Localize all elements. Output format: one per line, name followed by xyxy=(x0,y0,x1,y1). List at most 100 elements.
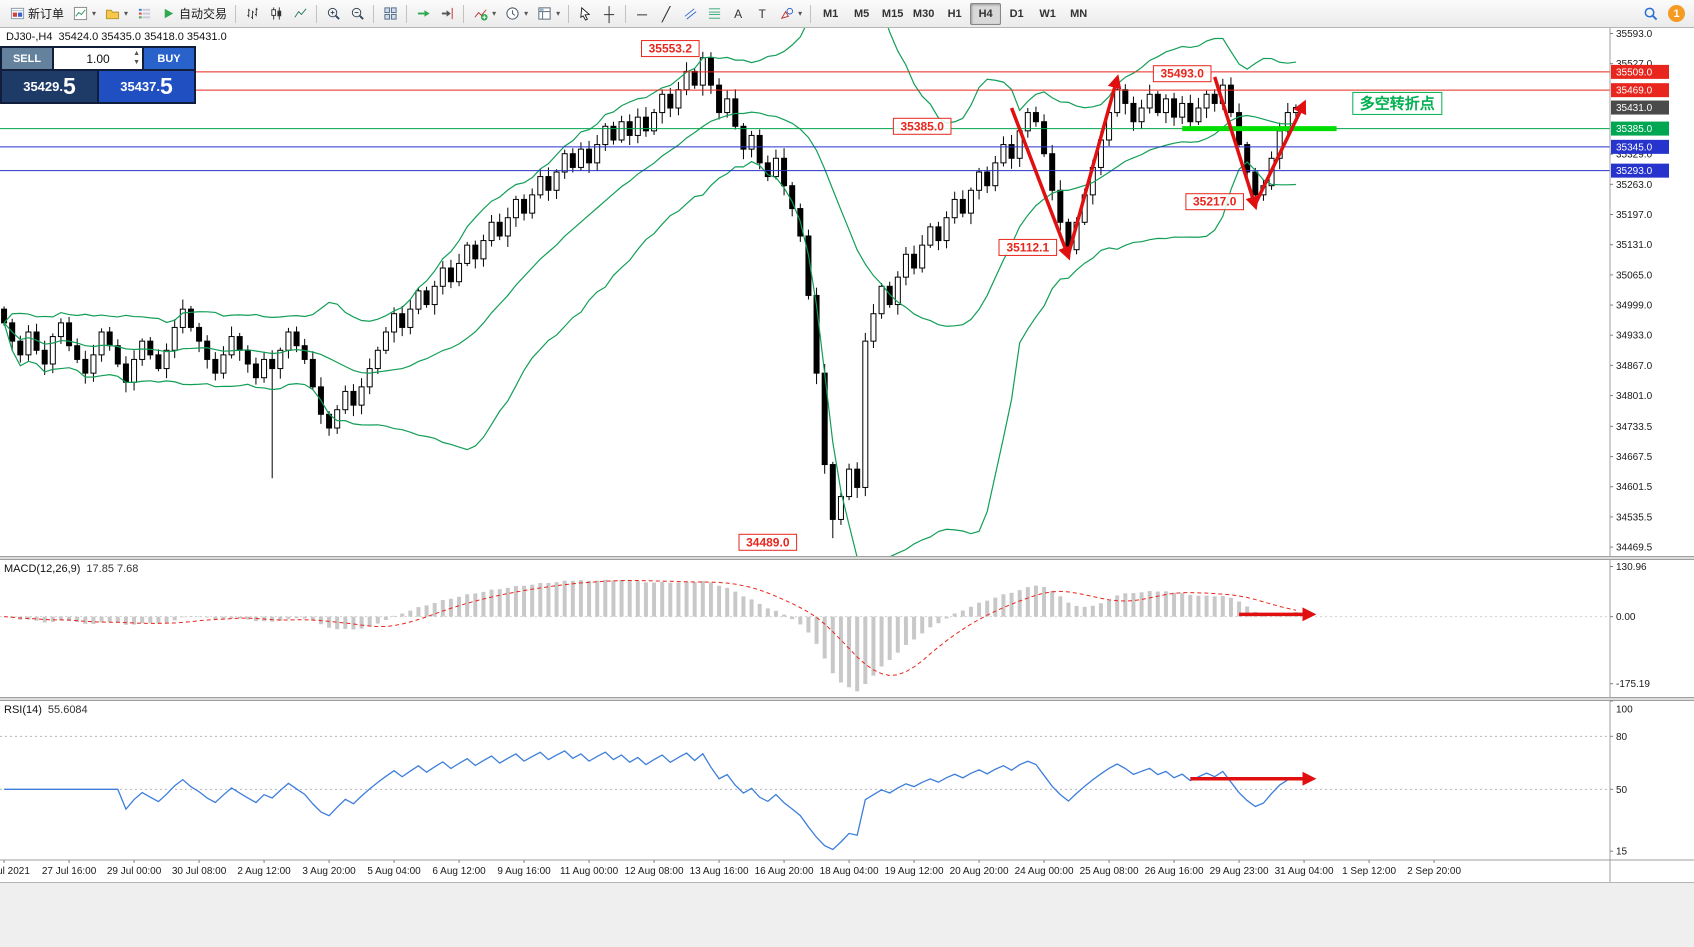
price-tag-red xyxy=(1611,83,1669,98)
price-callouts[interactable]: 35553.2 35493.0 35385.0 35217.0 35112.1 34489… xyxy=(641,40,1244,551)
macd-signal-line xyxy=(4,579,1297,676)
tile-windows-button[interactable] xyxy=(378,2,402,26)
bar-chart-button[interactable] xyxy=(240,2,264,26)
sell-price-main: 35429. xyxy=(23,79,63,94)
zoom-in-button[interactable] xyxy=(321,2,345,26)
periods-button[interactable]: ▾ xyxy=(500,2,532,26)
trend-arrow[interactable] xyxy=(1066,74,1122,255)
zoom-out-button[interactable] xyxy=(345,2,369,26)
price-callout-box[interactable] xyxy=(892,117,952,135)
sell-button[interactable]: SELL xyxy=(2,48,52,69)
price-callout-box[interactable] xyxy=(1152,65,1212,83)
price-callout-text: 35493.0 xyxy=(1160,67,1204,81)
note-box[interactable] xyxy=(1352,91,1443,115)
price-callout-text: 35217.0 xyxy=(1193,195,1237,209)
templates-button[interactable]: ▾ xyxy=(532,2,564,26)
time-label: 24 Aug 00:00 xyxy=(1015,866,1074,877)
macd-histogram xyxy=(10,579,1298,692)
shapes-icon xyxy=(778,6,794,22)
trend-arrow[interactable] xyxy=(1009,107,1072,261)
price-tag-text: 35431.0 xyxy=(1616,103,1653,114)
toolbar-separator xyxy=(463,4,465,23)
rsi-label: RSI(14) 55.6084 xyxy=(4,704,88,716)
autotrading-button-label: 自动交易 xyxy=(179,7,228,21)
indicators-button[interactable]: ▾ xyxy=(468,2,500,26)
price-tick: 35329.0 xyxy=(1616,150,1653,161)
text-label-button[interactable]: T xyxy=(750,2,774,26)
price-callout-box[interactable] xyxy=(998,238,1058,256)
trend-arrows[interactable] xyxy=(1009,74,1307,261)
time-axis[interactable]: 26 Jul 2021 27 Jul 16:00 29 Jul 00:00 30 Ju… xyxy=(0,859,1694,877)
profiles-button[interactable]: ▾ xyxy=(100,2,132,26)
text-button[interactable]: A xyxy=(726,2,750,26)
trend-arrow[interactable] xyxy=(1253,99,1307,205)
volume-down-button[interactable]: ▼ xyxy=(133,59,140,66)
price-tag-text: 35469.0 xyxy=(1616,86,1653,97)
buy-price-main: 35437. xyxy=(120,79,160,94)
price-tag-text: 35509.0 xyxy=(1616,67,1653,78)
buy-button[interactable]: BUY xyxy=(144,48,194,69)
tile-windows-icon xyxy=(382,6,398,22)
new-order-button[interactable]: 新订单 xyxy=(5,2,68,26)
shapes-button[interactable]: ▾ xyxy=(774,2,806,26)
candlestick-button[interactable] xyxy=(264,2,288,26)
line-chart-icon xyxy=(292,6,308,22)
timeframe-m5[interactable]: M5 xyxy=(853,7,870,20)
crosshair-button[interactable]: ┼ xyxy=(597,2,621,26)
macd-scale-label: 0.00 xyxy=(1616,612,1636,623)
price-callout-text: 35112.1 xyxy=(1006,240,1049,254)
price-tick: 35593.0 xyxy=(1616,29,1653,40)
toolbar-separator xyxy=(625,4,627,23)
price-callout-box[interactable] xyxy=(641,40,700,58)
timeframe-m1[interactable]: M1 xyxy=(822,7,839,20)
price-tag-red xyxy=(1611,64,1669,79)
volume-input[interactable]: 1.00 ▲ ▼ xyxy=(54,48,142,69)
timeframe-d1[interactable]: D1 xyxy=(1009,7,1024,20)
periods-icon xyxy=(504,6,520,22)
toolbar-separator xyxy=(568,4,570,23)
market-watch-button[interactable] xyxy=(132,2,156,26)
time-label: 31 Aug 04:00 xyxy=(1275,866,1334,877)
note-text: 多空转折点 xyxy=(1360,94,1435,112)
time-label: 13 Aug 16:00 xyxy=(690,866,749,877)
timeframe-m15[interactable]: M15 xyxy=(881,7,904,20)
chart-window[interactable]: 35553.2 35493.0 35385.0 35217.0 35112.1 34489… xyxy=(0,28,1694,947)
timeframe-w1[interactable]: W1 xyxy=(1039,7,1056,20)
search-button[interactable] xyxy=(1638,2,1662,26)
dropdown-arrow-icon: ▾ xyxy=(798,9,803,18)
chart-svg[interactable]: 35553.2 35493.0 35385.0 35217.0 35112.1 34489… xyxy=(0,28,1694,947)
time-label: 20 Aug 20:00 xyxy=(950,866,1009,877)
rsi-name: RSI(14) xyxy=(4,704,42,716)
time-label: 5 Aug 04:00 xyxy=(367,866,421,877)
volume-up-button[interactable]: ▲ xyxy=(133,50,140,57)
fibonacci-button[interactable] xyxy=(702,2,726,26)
horizontal-lines[interactable] xyxy=(0,71,1610,172)
sell-price[interactable]: 35429. 5 xyxy=(2,71,97,102)
price-axis[interactable]: 35593.0 35527.0 35329.0 35263.0 35197.0 35131… xyxy=(1609,28,1669,882)
new-chart-button[interactable]: ▾ xyxy=(68,2,100,26)
channel-button[interactable] xyxy=(678,2,702,26)
price-tick: 34933.0 xyxy=(1616,331,1653,342)
toolbar-separator xyxy=(235,4,237,23)
timeframe-m30[interactable]: M30 xyxy=(912,7,935,20)
cursor-button[interactable] xyxy=(573,2,597,26)
notification-badge[interactable]: 1 xyxy=(1668,5,1685,22)
macd-scale-label: -175.19 xyxy=(1616,679,1650,690)
chart-shift-button[interactable] xyxy=(435,2,459,26)
timeframe-h4[interactable]: H4 xyxy=(970,2,1002,25)
trendline-button[interactable]: ╱ xyxy=(654,2,678,26)
price-callout-box[interactable] xyxy=(738,533,798,551)
auto-scroll-button[interactable] xyxy=(411,2,435,26)
volume-value: 1.00 xyxy=(86,51,110,66)
buy-price[interactable]: 35437. 5 xyxy=(99,71,194,102)
line-chart-button[interactable] xyxy=(288,2,312,26)
price-callout-box[interactable] xyxy=(1185,193,1244,211)
price-callout-text: 35553.2 xyxy=(649,42,693,56)
trend-arrow[interactable] xyxy=(1213,76,1260,211)
rsi-scale-label: 50 xyxy=(1616,785,1628,796)
timeframe-mn[interactable]: MN xyxy=(1070,7,1088,20)
timeframe-h1[interactable]: H1 xyxy=(947,7,962,20)
channel-icon xyxy=(682,6,698,22)
hline-button[interactable]: ─ xyxy=(630,2,654,26)
autotrading-button[interactable]: 自动交易 xyxy=(156,2,231,26)
